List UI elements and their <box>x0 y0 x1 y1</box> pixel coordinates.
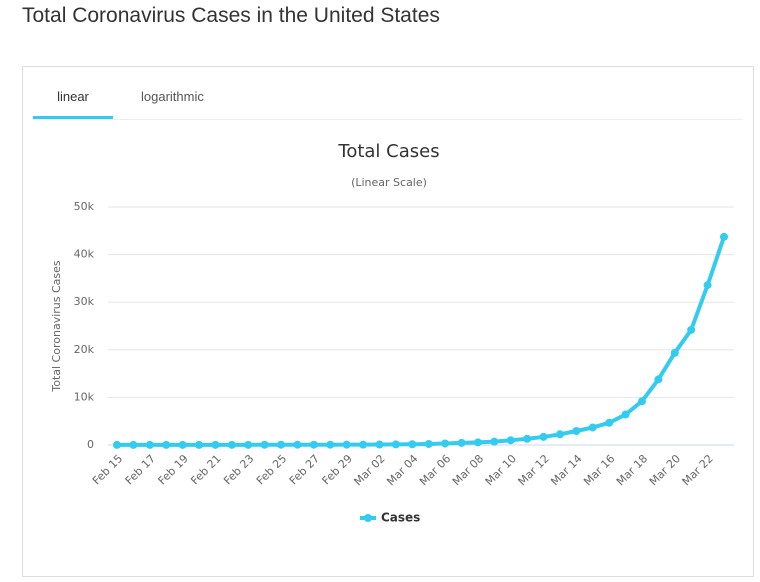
data-point <box>195 440 204 449</box>
data-point <box>260 440 269 449</box>
y-tick-label: 30k <box>74 295 95 308</box>
data-point <box>621 410 630 419</box>
x-tick-label: Mar 12 <box>516 452 552 488</box>
x-tick-label: Feb 19 <box>156 452 191 487</box>
data-point <box>523 434 532 443</box>
y-tick-label: 10k <box>74 390 95 403</box>
data-point <box>375 440 384 449</box>
data-point <box>309 440 318 449</box>
data-point <box>326 440 335 449</box>
y-tick-label: 50k <box>74 200 95 213</box>
data-point <box>227 440 236 449</box>
data-point <box>457 438 466 447</box>
chart-title: Total Cases <box>337 141 439 162</box>
data-point <box>506 436 515 445</box>
data-point <box>703 281 712 290</box>
x-tick-label: Mar 16 <box>581 452 617 488</box>
data-point <box>441 439 450 448</box>
data-point <box>211 440 220 449</box>
data-point <box>293 440 302 449</box>
data-point <box>588 423 597 432</box>
data-point <box>277 440 286 449</box>
x-tick-label: Mar 14 <box>548 452 584 488</box>
x-tick-label: Feb 17 <box>123 452 158 487</box>
y-tick-label: 20k <box>74 343 95 356</box>
chart-subtitle: (Linear Scale) <box>351 176 427 189</box>
data-point <box>342 440 351 449</box>
data-point <box>244 440 253 449</box>
x-tick-label: Mar 10 <box>483 452 519 488</box>
x-tick-label: Feb 15 <box>90 452 125 487</box>
x-tick-label: Mar 06 <box>417 452 453 488</box>
x-tick-label: Mar 20 <box>647 452 683 488</box>
data-point <box>359 440 368 449</box>
data-point <box>539 432 548 441</box>
tab-underline <box>33 116 113 119</box>
legend-marker <box>364 514 372 522</box>
tab[interactable]: linear <box>57 89 89 104</box>
x-tick-label: Feb 29 <box>320 452 355 487</box>
data-point <box>178 440 187 449</box>
x-tick-label: Feb 25 <box>254 452 289 487</box>
x-tick-label: Mar 04 <box>384 452 420 488</box>
y-tick-label: 40k <box>74 248 95 261</box>
data-point <box>145 440 154 449</box>
data-point <box>162 440 171 449</box>
data-point <box>408 440 417 449</box>
page-title: Total Coronavirus Cases in the United St… <box>22 4 440 27</box>
data-point <box>129 440 138 449</box>
data-point <box>687 325 696 334</box>
x-tick-label: Feb 21 <box>188 452 223 487</box>
data-point <box>654 375 663 384</box>
data-point <box>637 397 646 406</box>
x-tick-label: Mar 18 <box>614 452 650 488</box>
x-tick-label: Feb 27 <box>287 452 322 487</box>
chart-card: linear logarithmic <box>22 66 754 577</box>
x-tick-label: Feb 23 <box>221 452 256 487</box>
x-tick-label: Mar 02 <box>351 452 387 488</box>
legend-label: Cases <box>381 511 420 525</box>
series-line <box>117 236 726 447</box>
y-tick-label: 0 <box>87 438 94 451</box>
tab[interactable]: logarithmic <box>141 89 204 104</box>
data-point <box>572 426 581 435</box>
data-point <box>113 440 121 449</box>
data-point <box>490 437 499 446</box>
data-point <box>670 348 679 357</box>
y-axis-label: Total Coronavirus Cases <box>50 260 63 393</box>
x-tick-label: Mar 08 <box>450 452 486 488</box>
x-tick-label: Mar 22 <box>680 452 716 488</box>
data-point <box>720 232 728 241</box>
data-point <box>473 438 482 447</box>
data-point <box>555 430 564 439</box>
data-point <box>424 439 433 448</box>
data-point <box>391 440 400 449</box>
data-point <box>605 418 614 427</box>
tab-bar: linear logarithmic <box>33 67 743 120</box>
